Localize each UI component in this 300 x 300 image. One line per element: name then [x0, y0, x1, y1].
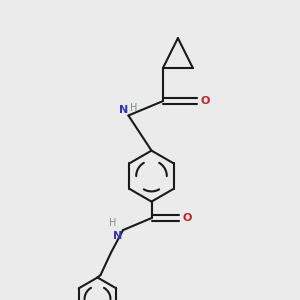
Text: O: O: [182, 213, 192, 223]
Text: N: N: [118, 105, 128, 115]
Text: N: N: [113, 231, 122, 241]
Text: O: O: [200, 96, 210, 106]
Text: H: H: [130, 103, 137, 113]
Text: H: H: [109, 218, 116, 229]
